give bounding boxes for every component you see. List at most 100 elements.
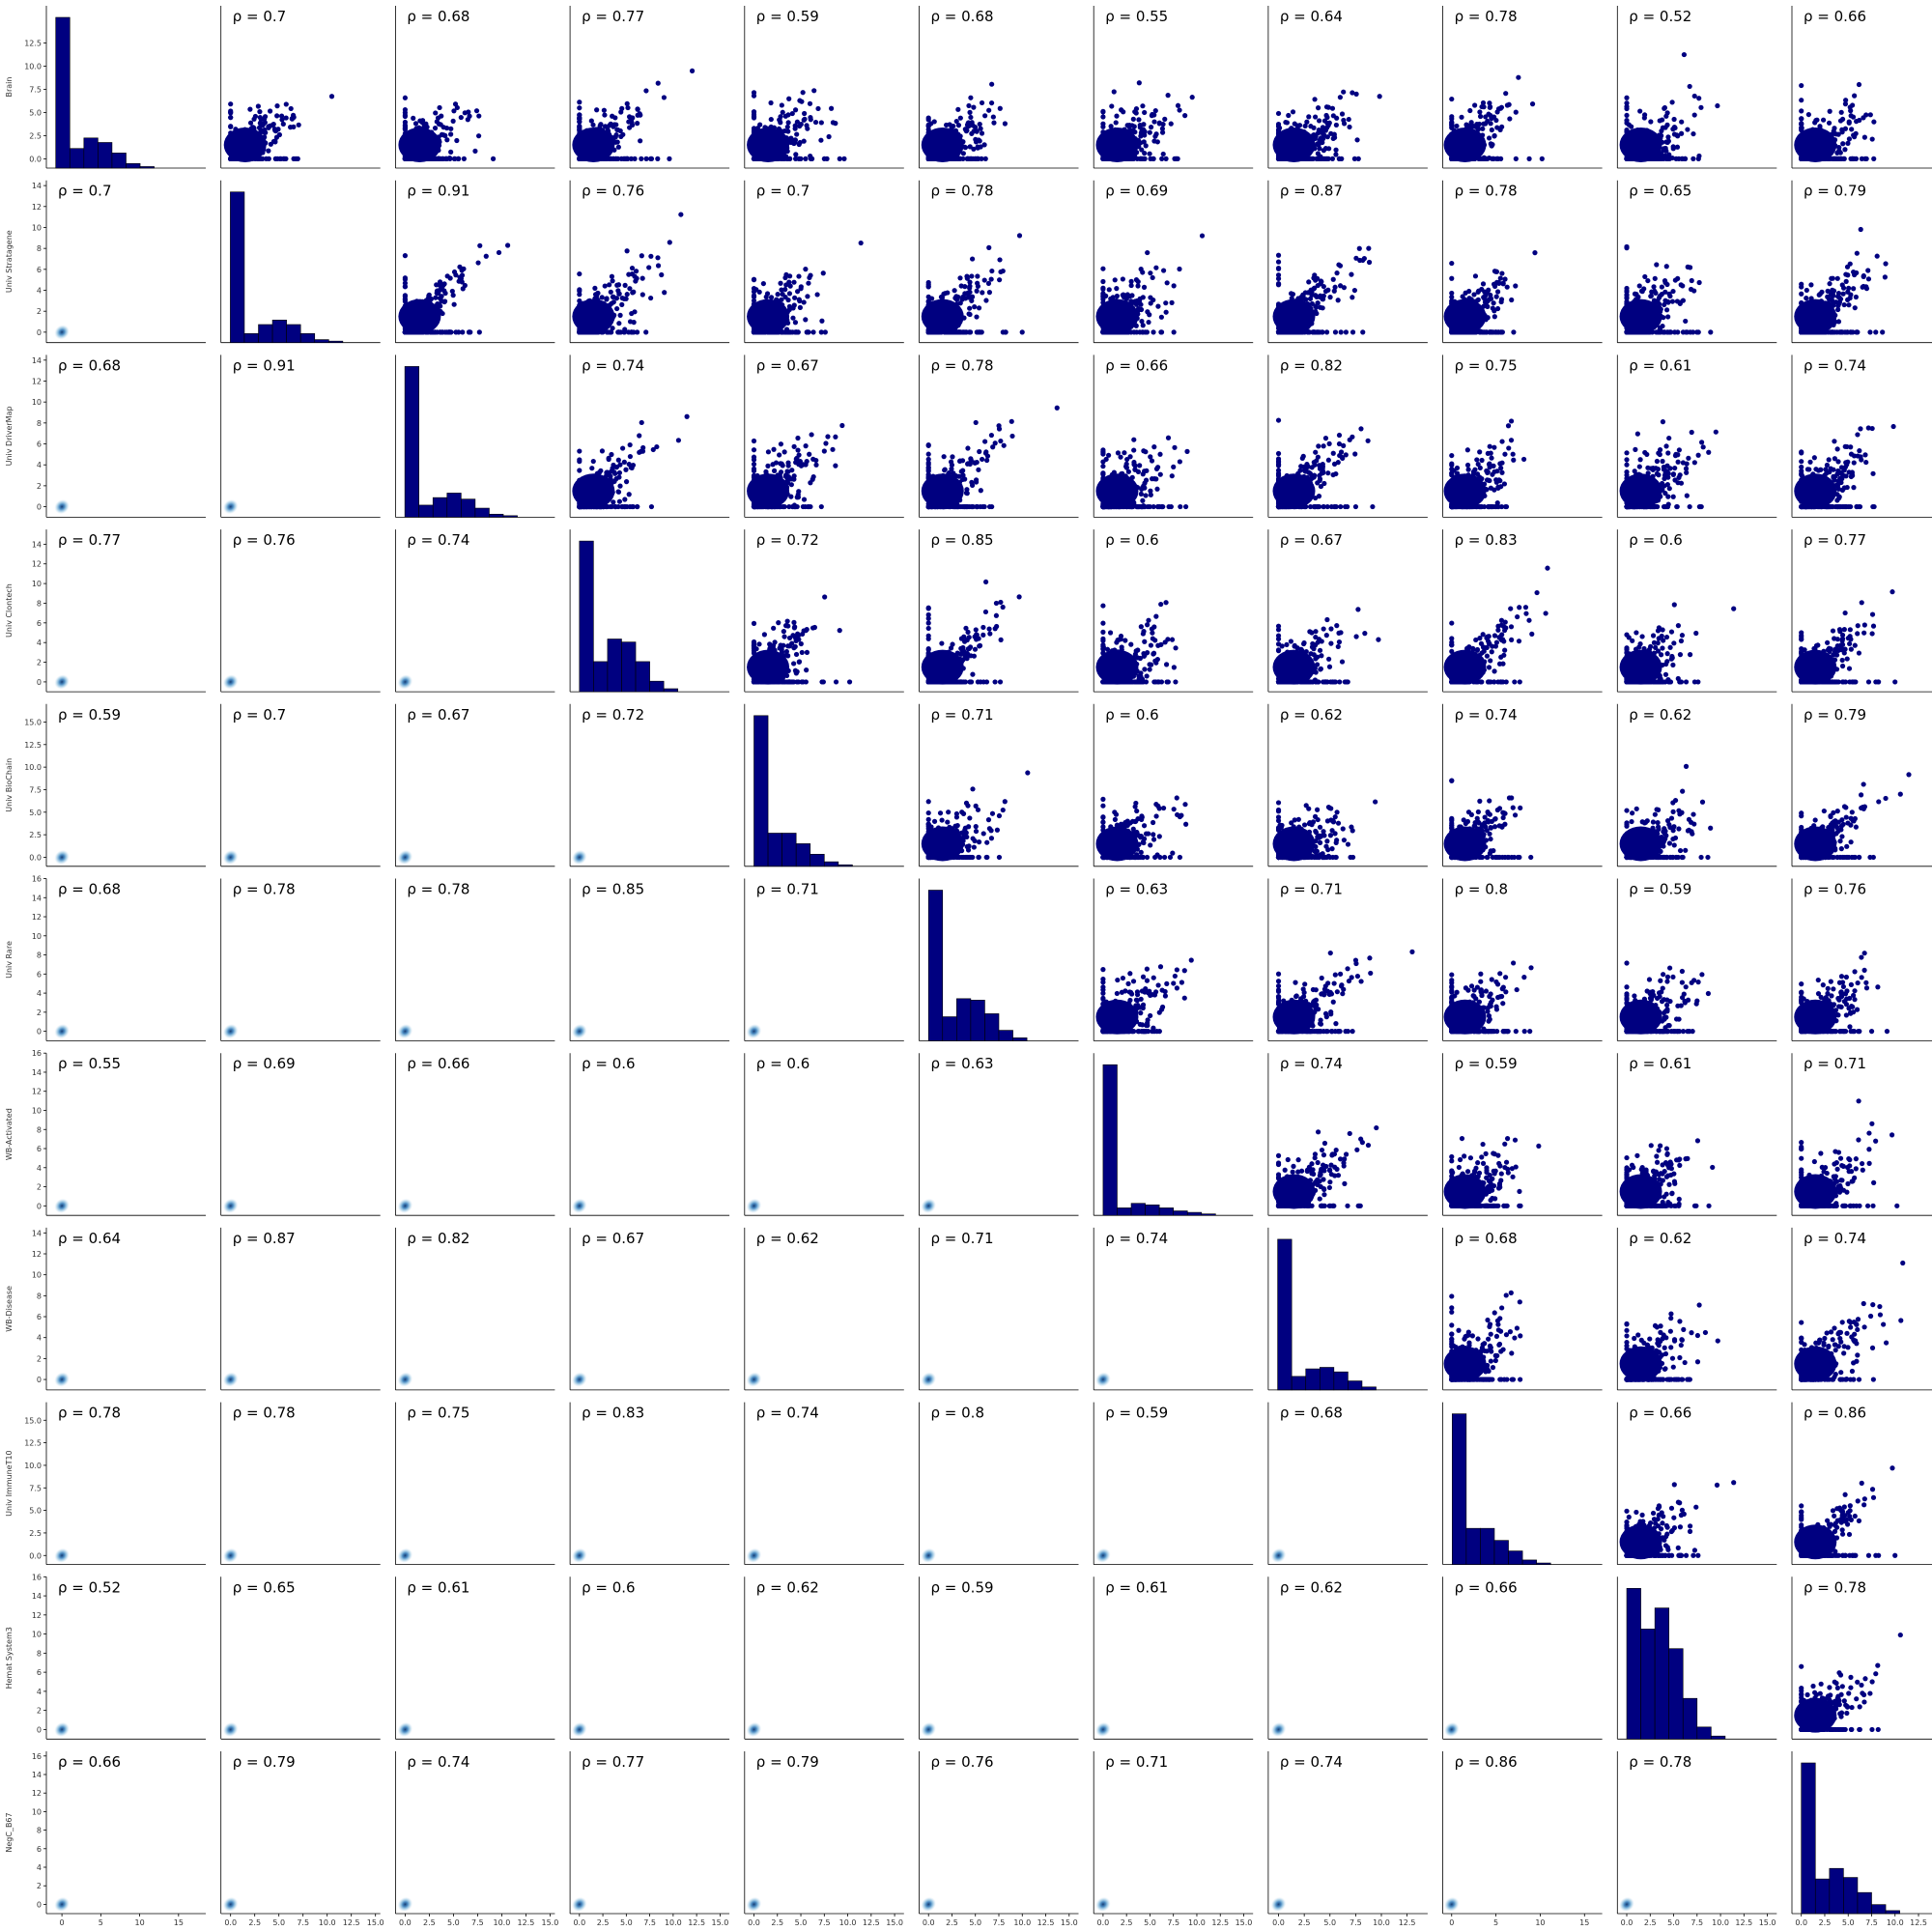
scatter-point	[433, 295, 439, 300]
correlation-label: ρ = 0.78	[931, 183, 994, 200]
scatter-point	[1155, 303, 1161, 309]
scatter-dense-core	[1443, 298, 1487, 334]
scatter-point	[1482, 156, 1488, 161]
scatter-point	[828, 105, 835, 111]
scatter-point	[1325, 287, 1331, 293]
scatter-point	[1323, 329, 1330, 335]
scatter-point	[1657, 118, 1662, 124]
scatter-point	[1494, 305, 1501, 312]
scatter-point	[629, 120, 635, 126]
scatter-point	[756, 289, 762, 295]
scatter-point	[1845, 140, 1851, 146]
scatter-point	[1306, 279, 1312, 285]
scatter-point	[1333, 152, 1339, 157]
scatter-dense-core	[1272, 128, 1316, 162]
scatter-point	[1489, 127, 1494, 133]
scatter-point	[247, 120, 254, 126]
scatter-point	[982, 113, 988, 119]
scatter-point	[1507, 116, 1513, 122]
scatter-point	[1148, 156, 1153, 161]
scatter-point	[635, 106, 640, 112]
scatter-point	[631, 289, 637, 295]
scatter-point	[1288, 291, 1294, 297]
scatter-point	[787, 273, 793, 279]
scatter-point	[1120, 276, 1125, 282]
scatter-point	[1799, 82, 1804, 89]
scatter-point	[925, 117, 931, 123]
scatter-point	[1509, 297, 1515, 303]
panel-brain-vs-univ-biochain: ρ = 0.59	[744, 6, 904, 169]
scatter-point	[452, 156, 458, 161]
scatter-point	[1624, 120, 1630, 126]
scatter-point	[266, 148, 271, 154]
scatter-point	[801, 299, 807, 305]
scatter-point	[1657, 293, 1662, 299]
panel-brain-vs-univ-drivermap: ρ = 0.68	[394, 6, 555, 169]
scatter-point	[818, 137, 824, 143]
scatter-point	[1487, 103, 1493, 110]
scatter-point	[1121, 109, 1126, 115]
scatter-point	[643, 329, 649, 335]
correlation-label: ρ = 0.77	[582, 8, 644, 25]
scatter-point	[1124, 292, 1130, 298]
scatter-point	[972, 304, 978, 310]
scatter-point	[1665, 134, 1671, 140]
scatter-point	[1869, 136, 1875, 142]
scatter-point	[276, 131, 282, 138]
scatter-point	[612, 115, 618, 121]
scatter-point	[1182, 113, 1188, 119]
scatter-points	[1095, 233, 1206, 335]
scatter-point	[588, 118, 594, 124]
scatter-point	[1132, 109, 1138, 115]
scatter-point	[1662, 279, 1668, 286]
scatter-point	[965, 156, 971, 161]
scatter-point	[623, 156, 630, 161]
scatter-point	[1147, 151, 1152, 156]
scatter-point	[1146, 319, 1151, 326]
scatter-point	[607, 282, 612, 288]
scatter-point	[1350, 329, 1356, 335]
scatter-point	[1449, 96, 1455, 102]
scatter-point	[1349, 271, 1354, 277]
scatter-point	[247, 106, 253, 112]
scatter-point	[460, 329, 466, 335]
panel-brain-vs-wb-activated: ρ = 0.55	[1093, 6, 1254, 169]
scatter-point	[1111, 89, 1117, 95]
scatter-point	[1322, 146, 1329, 152]
correlation-label: ρ = 0.78	[1455, 183, 1518, 200]
y-tick-label: 2	[37, 307, 42, 316]
kde-density	[54, 325, 70, 340]
scatter-point	[436, 156, 441, 161]
scatter-point	[1715, 102, 1720, 109]
scatter-point	[1137, 123, 1143, 128]
scatter-point	[617, 128, 623, 134]
scatter-point	[1843, 98, 1849, 103]
scatter-point	[1315, 329, 1321, 335]
scatter-point	[792, 320, 799, 326]
scatter-point	[989, 81, 995, 87]
scatter-point	[228, 109, 234, 115]
scatter-point	[1667, 329, 1673, 335]
scatter-point	[648, 253, 654, 259]
scatter-point	[953, 118, 959, 125]
y-tick-label: 4	[37, 287, 42, 296]
scatter-point	[964, 128, 970, 133]
scatter-point	[279, 113, 285, 119]
scatter-point	[1351, 287, 1357, 294]
scatter-dense-core	[1619, 128, 1662, 162]
scatter-point	[648, 156, 654, 161]
scatter-point	[1805, 111, 1811, 118]
scatter-point	[260, 122, 266, 128]
scatter-point	[648, 295, 654, 301]
scatter-point	[667, 240, 672, 245]
panel-univ-stratagene-vs-univ-drivermap: ρ = 0.91	[394, 180, 555, 344]
scatter-point	[1100, 108, 1106, 114]
scatter-point	[1339, 111, 1346, 117]
scatter-point	[751, 109, 757, 115]
scatter-point	[614, 305, 620, 312]
scatter-point	[1109, 103, 1115, 109]
scatter-point	[1497, 127, 1503, 133]
scatter-point	[1642, 273, 1648, 280]
scatter-point	[274, 103, 280, 109]
scatter-point	[283, 115, 289, 121]
